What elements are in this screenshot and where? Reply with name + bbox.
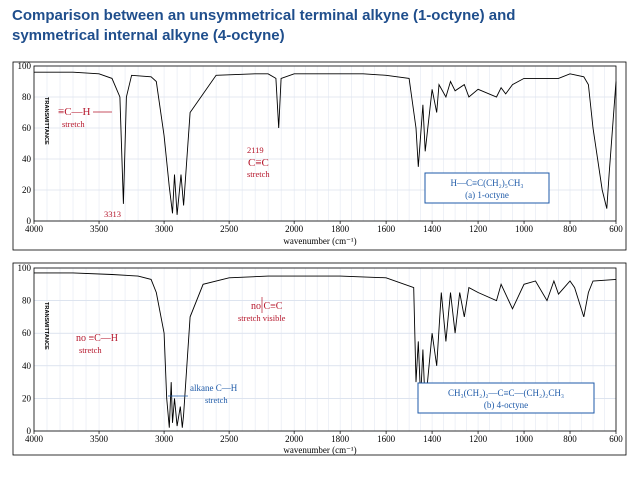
x-tick-label: 800 bbox=[563, 224, 577, 234]
x-tick-label: 600 bbox=[609, 434, 623, 444]
y-tick-label: 20 bbox=[22, 393, 32, 403]
compound-box bbox=[417, 382, 595, 414]
annotation-cc-sub: stretch bbox=[247, 169, 270, 179]
y-tick-label: 20 bbox=[22, 185, 32, 195]
x-tick-label: 1400 bbox=[423, 224, 442, 234]
compound-formula: H—C≡C(CH₂)₅CH₃ bbox=[451, 178, 524, 188]
x-tick-label: 1600 bbox=[377, 224, 396, 234]
y-tick-label: 0 bbox=[27, 426, 32, 436]
x-tick-label: 1200 bbox=[469, 434, 488, 444]
plot-area-border bbox=[33, 267, 617, 432]
x-tick-label: 1600 bbox=[377, 434, 396, 444]
chart-panel-1-octyne: 0 20 40 60 80 100 4000 3500 3000 2500 2000 1800 160… bbox=[12, 61, 627, 251]
x-tick-label: 800 bbox=[563, 434, 577, 444]
x-tick-label: 1400 bbox=[423, 434, 442, 444]
compound-formula: CH₃(CH₂)₂—C≡C—(CH₂)₂CH₃ bbox=[448, 388, 564, 398]
annotation-ch-value: 3313 bbox=[104, 209, 121, 219]
x-tick-label: 1800 bbox=[331, 434, 350, 444]
x-axis-label: wavenumber (cm⁻¹) bbox=[283, 236, 356, 246]
x-tick-label: 1200 bbox=[469, 224, 488, 234]
compound-name: (a) 1-octyne bbox=[465, 190, 509, 200]
chart-panel-4-octyne: 0 20 40 60 80 100 4000 3500 3000 2500 2000 1800 160… bbox=[12, 262, 627, 456]
x-tick-label: 4000 bbox=[25, 224, 44, 234]
annotation-cc-label: C≡C bbox=[248, 157, 269, 169]
y-axis-ticks: 0 20 40 60 80 100 bbox=[18, 263, 32, 436]
y-tick-label: 40 bbox=[22, 154, 32, 164]
panel-frame bbox=[12, 61, 627, 251]
x-axis-label: wavenumber (cm⁻¹) bbox=[283, 445, 356, 455]
annotation-ch-sub: stretch bbox=[62, 119, 85, 129]
annotation-alkane-label: alkane C—H bbox=[190, 383, 238, 393]
spectrum-line-1-octyne bbox=[34, 71, 617, 215]
x-tick-label: 1000 bbox=[515, 224, 534, 234]
annotation-no-cc-sub: stretch visible bbox=[238, 313, 286, 323]
y-tick-label: 60 bbox=[22, 328, 32, 338]
y-tick-label: 40 bbox=[22, 361, 32, 371]
annotation-no-cc-label: no C≡C bbox=[251, 301, 283, 312]
x-tick-label: 2500 bbox=[220, 224, 239, 234]
y-axis-label: TRANSMITTANCE bbox=[43, 97, 49, 145]
y-tick-label: 100 bbox=[18, 61, 32, 71]
x-tick-label: 3500 bbox=[90, 434, 109, 444]
x-tick-label: 2000 bbox=[285, 224, 304, 234]
y-tick-label: 0 bbox=[27, 216, 32, 226]
y-axis-ticks: 0 20 40 60 80 100 bbox=[18, 61, 32, 226]
x-tick-label: 3000 bbox=[155, 224, 174, 234]
y-tick-label: 80 bbox=[22, 92, 32, 102]
x-tick-label: 1800 bbox=[331, 224, 350, 234]
annotation-cc-value: 2119 bbox=[247, 145, 264, 155]
x-tick-label: 2000 bbox=[285, 434, 304, 444]
panel-frame bbox=[12, 262, 627, 456]
annotation-ch-label: ≡C—H bbox=[58, 106, 91, 118]
compound-name: (b) 4-octyne bbox=[484, 400, 528, 410]
y-tick-label: 60 bbox=[22, 123, 32, 133]
x-tick-label: 1000 bbox=[515, 434, 534, 444]
title-line-1: Comparison between an unsymmetrical term… bbox=[12, 7, 516, 24]
x-tick-label: 2500 bbox=[220, 434, 239, 444]
annotation-alkane-sub: stretch bbox=[205, 395, 228, 405]
y-axis-label: TRANSMITTANCE bbox=[43, 302, 49, 350]
x-tick-label: 4000 bbox=[25, 434, 44, 444]
x-axis-ticks: 4000 3500 3000 2500 2000 1800 1600 1400 1200 1000… bbox=[25, 221, 623, 234]
annotation-no-ch-sub: stretch bbox=[79, 345, 102, 355]
plot-area-border bbox=[33, 65, 617, 222]
y-tick-label: 80 bbox=[22, 296, 32, 306]
title-line-2: symmetrical internal alkyne (4-octyne) bbox=[12, 27, 285, 44]
y-tick-label: 100 bbox=[18, 263, 32, 273]
compound-box bbox=[424, 172, 550, 204]
x-axis-ticks: 4000 3500 3000 2500 2000 1800 1600 1400 1200 1000… bbox=[25, 431, 623, 444]
x-tick-label: 3000 bbox=[155, 434, 174, 444]
x-tick-label: 3500 bbox=[90, 224, 109, 234]
annotation-no-ch-label: no ≡C—H bbox=[76, 333, 118, 344]
page-title: Comparison between an unsymmetrical term… bbox=[12, 6, 626, 46]
x-tick-label: 600 bbox=[609, 224, 623, 234]
